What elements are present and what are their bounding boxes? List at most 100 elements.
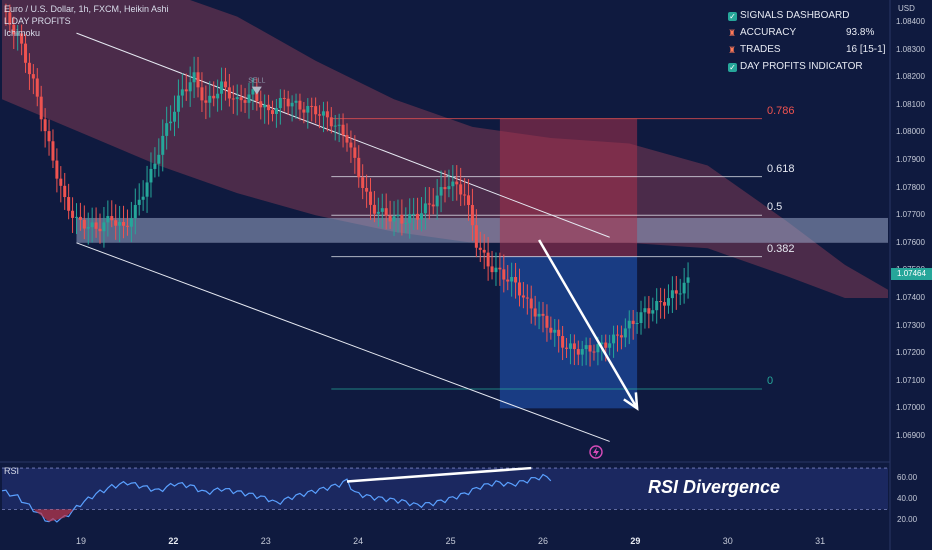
current-price-tag: 1.07464 bbox=[891, 268, 932, 280]
fib-level-label: 0.382 bbox=[767, 242, 795, 255]
lightning-icon[interactable] bbox=[589, 445, 603, 459]
candle-body bbox=[216, 93, 220, 99]
candle-body bbox=[192, 72, 196, 83]
candle-body bbox=[549, 327, 553, 333]
candle-body bbox=[118, 221, 122, 226]
price-tick-label: 1.07600 bbox=[896, 237, 925, 247]
candle-body bbox=[212, 95, 216, 99]
candle-body bbox=[31, 74, 35, 79]
accuracy-value: 93.8% bbox=[846, 27, 875, 38]
candle-body bbox=[376, 211, 380, 214]
fib-level-label: 0.618 bbox=[767, 162, 795, 175]
candle-body bbox=[157, 154, 161, 164]
candle-body bbox=[565, 347, 569, 349]
candle-body bbox=[98, 228, 102, 232]
candle-body bbox=[517, 282, 521, 296]
time-tick-label: 23 bbox=[260, 536, 271, 546]
day-profits-label: DAY PROFITS INDICATOR bbox=[740, 61, 863, 72]
candle-body bbox=[302, 109, 306, 113]
price-tick-label: 1.08400 bbox=[896, 17, 925, 27]
check-icon: ✓ bbox=[728, 63, 737, 72]
candle-body bbox=[655, 301, 659, 311]
candle-body bbox=[259, 101, 263, 108]
candle-body bbox=[329, 117, 333, 127]
candle-body bbox=[478, 247, 482, 250]
price-tick-label: 1.07000 bbox=[896, 403, 925, 413]
candle-body bbox=[137, 199, 141, 205]
indicator-ichimoku[interactable]: Ichimoku bbox=[4, 28, 41, 38]
candle-body bbox=[592, 351, 596, 353]
candle-body bbox=[612, 334, 616, 344]
candle-body bbox=[619, 335, 623, 338]
candle-body bbox=[55, 160, 59, 179]
candle-body bbox=[365, 187, 369, 192]
candle-body bbox=[353, 147, 357, 158]
candle-body bbox=[623, 328, 627, 338]
candle-body bbox=[588, 345, 592, 352]
price-tick-label: 1.07200 bbox=[896, 348, 925, 358]
stop-loss-zone bbox=[499, 118, 638, 257]
candle-body bbox=[384, 208, 388, 216]
support-resistance-zone bbox=[76, 217, 889, 243]
dashboard-accuracy-row: ♜ ACCURACY 93.8% bbox=[728, 27, 874, 38]
price-tick-label: 1.08000 bbox=[896, 127, 925, 137]
candle-body bbox=[27, 62, 31, 75]
candle-body bbox=[235, 97, 239, 100]
candle-body bbox=[67, 197, 71, 211]
candle-body bbox=[39, 96, 43, 120]
fibonacci-retracement[interactable] bbox=[331, 118, 762, 390]
candle-body bbox=[78, 216, 82, 220]
candle-body bbox=[663, 302, 667, 306]
trophy-icon: ♜ bbox=[728, 28, 737, 38]
candle-body bbox=[4, 11, 8, 13]
candle-body bbox=[8, 12, 12, 25]
candle-body bbox=[608, 343, 612, 348]
candle-body bbox=[400, 214, 404, 224]
candle-body bbox=[263, 104, 267, 108]
projection-arrow[interactable] bbox=[538, 239, 639, 411]
candle-body bbox=[521, 295, 525, 298]
candle-body bbox=[557, 329, 561, 337]
candle-body bbox=[525, 297, 529, 299]
candle-body bbox=[59, 178, 63, 186]
rsi-tick-label: 40.00 bbox=[897, 494, 918, 504]
price-tick-label: 1.06900 bbox=[896, 430, 925, 440]
candle-body bbox=[341, 124, 345, 136]
candle-body bbox=[161, 135, 165, 155]
rsi-label[interactable]: RSI bbox=[4, 466, 20, 476]
candle-body bbox=[298, 100, 302, 110]
candle-body bbox=[82, 219, 86, 229]
candle-body bbox=[412, 213, 416, 215]
indicator-day-profits[interactable]: L.DAY PROFITS bbox=[4, 16, 71, 26]
candle-body bbox=[267, 104, 271, 111]
candle-body bbox=[447, 186, 451, 190]
dashboard-profits-row: ✓ DAY PROFITS INDICATOR bbox=[728, 61, 863, 72]
candle-body bbox=[74, 216, 78, 218]
candle-body bbox=[443, 187, 447, 190]
candle-body bbox=[86, 227, 90, 229]
candle-body bbox=[180, 89, 184, 96]
candle-body bbox=[110, 216, 114, 221]
candle-body bbox=[349, 142, 353, 148]
candle-body bbox=[666, 298, 670, 306]
symbol-title[interactable]: Euro / U.S. Dollar, 1h, FXCM, Heikin Ash… bbox=[4, 4, 169, 14]
candle-body bbox=[321, 111, 325, 116]
candle-body bbox=[419, 213, 423, 220]
candle-body bbox=[635, 323, 639, 325]
candle-body bbox=[227, 87, 231, 99]
candle-body bbox=[184, 89, 188, 92]
candle-body bbox=[220, 81, 224, 94]
candle-body bbox=[467, 195, 471, 205]
candlesticks bbox=[4, 3, 690, 367]
price-tick-label: 1.07900 bbox=[896, 155, 925, 165]
candle-body bbox=[290, 102, 294, 107]
candle-body bbox=[286, 98, 290, 107]
short-position-tool[interactable] bbox=[499, 118, 638, 409]
candle-body bbox=[506, 279, 510, 282]
candle-body bbox=[482, 249, 486, 253]
candle-body bbox=[470, 204, 474, 226]
candle-body bbox=[47, 131, 51, 142]
check-icon: ✓ bbox=[728, 12, 737, 21]
candle-body bbox=[255, 89, 259, 102]
